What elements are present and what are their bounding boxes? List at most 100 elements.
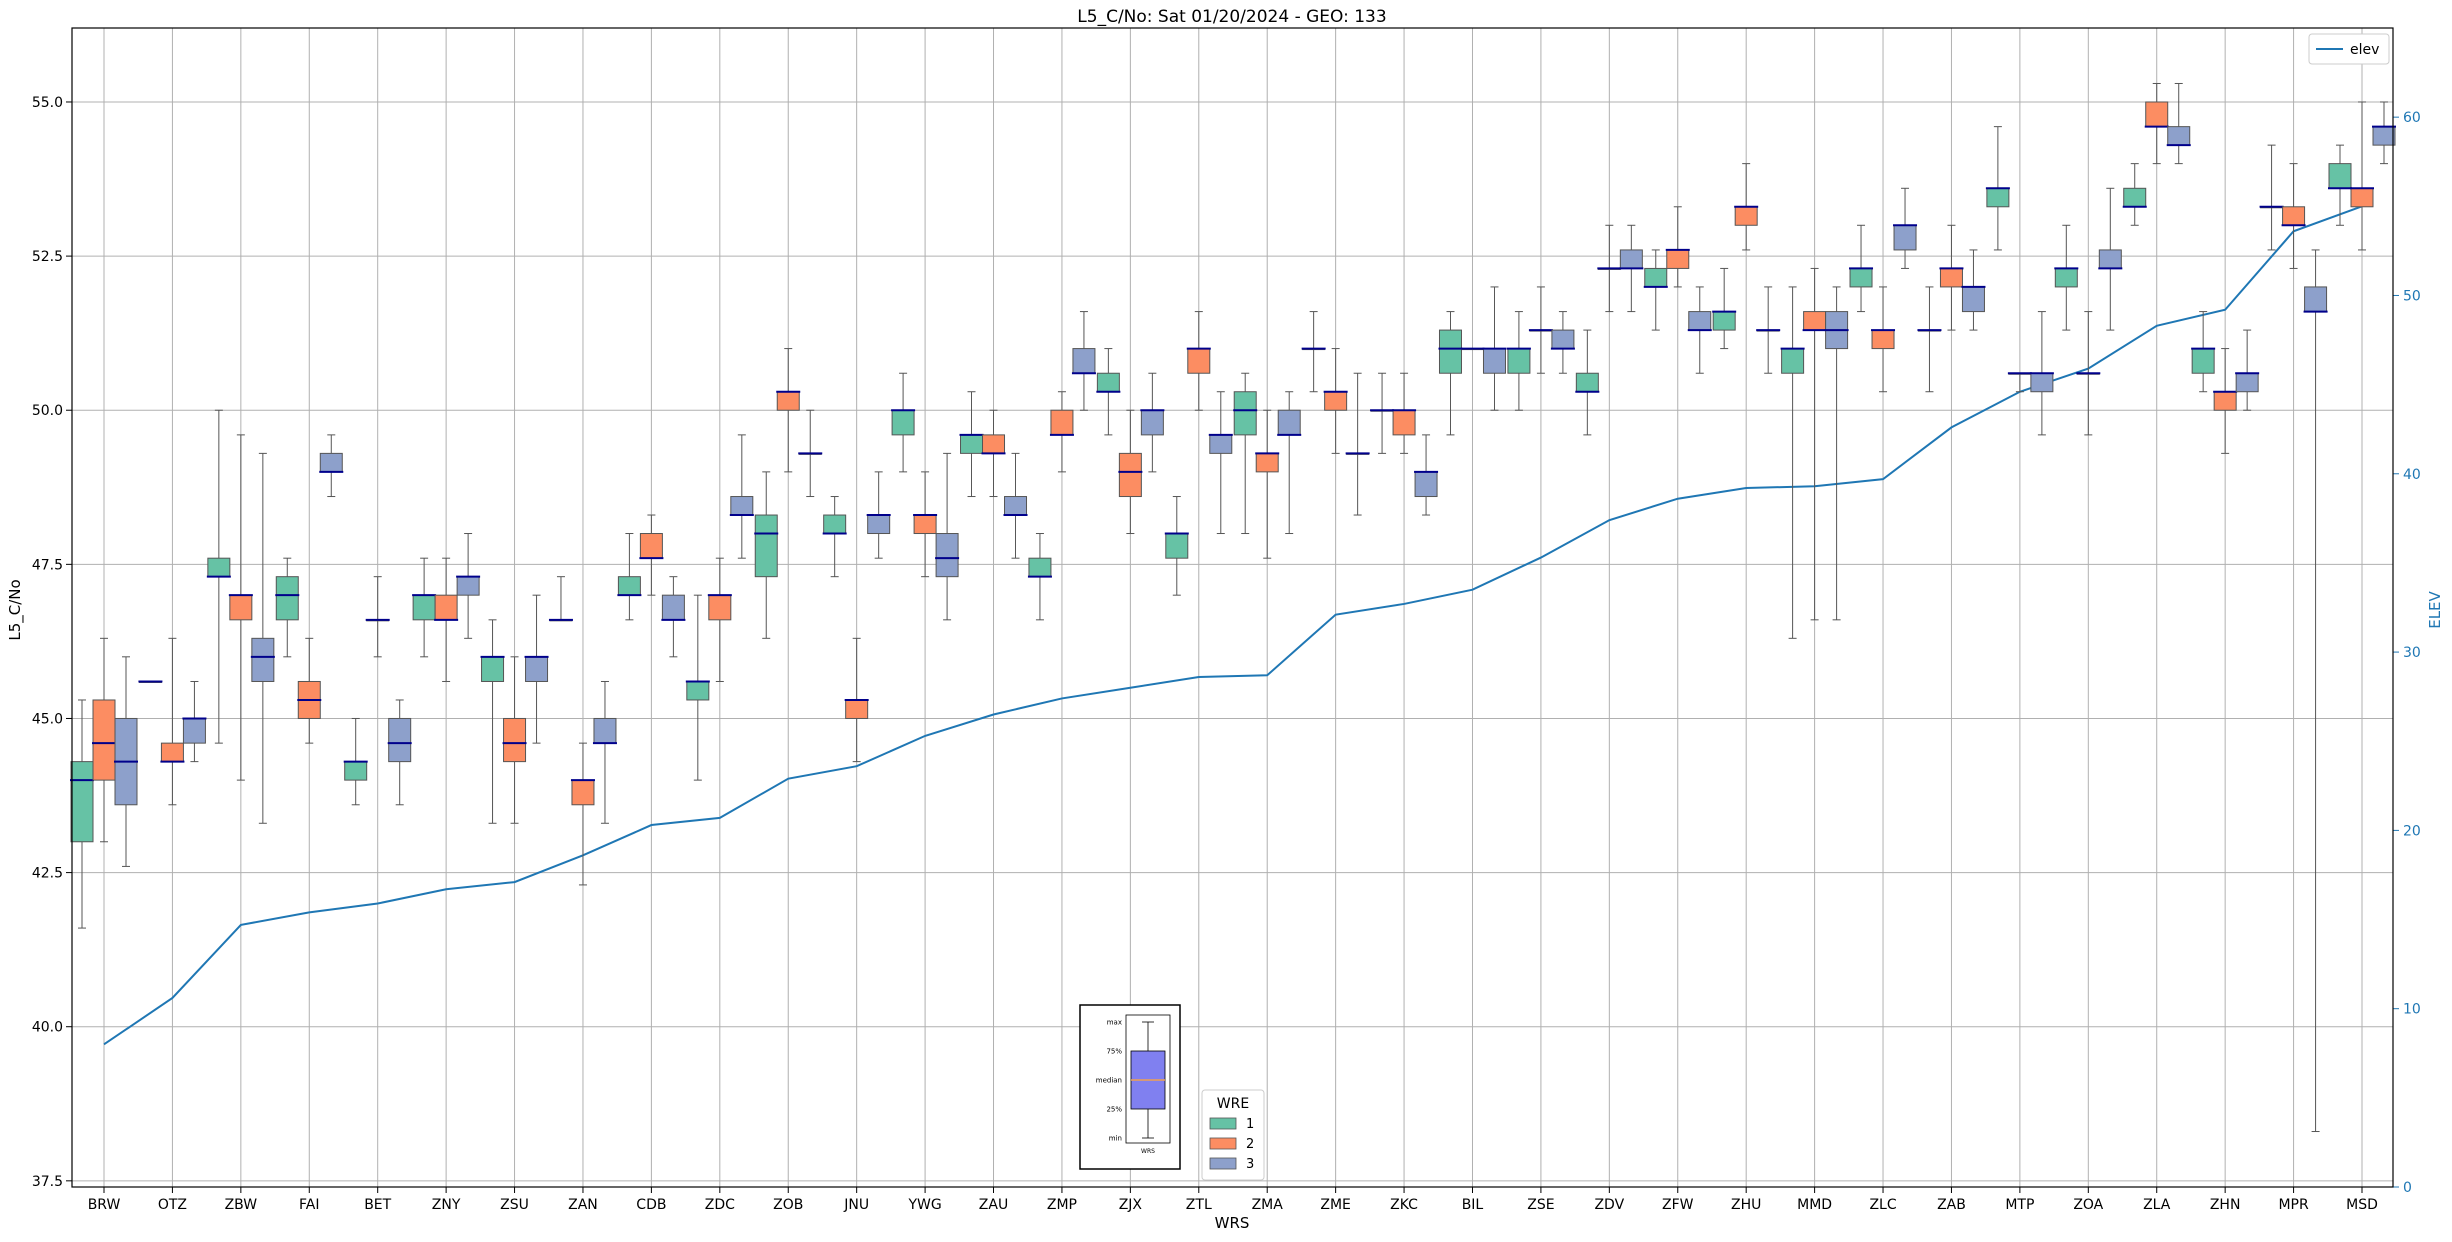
- box-key-inset: max 75% median 25% min WRS: [1079, 1004, 1181, 1170]
- box-iqr: [935, 533, 959, 578]
- box-zfw-wre1: [1643, 249, 1668, 331]
- legend-wre-swatch-1: [1209, 1117, 1237, 1130]
- box-zkc-wre1: [1370, 372, 1395, 454]
- box-iqr: [686, 680, 710, 701]
- legend-wre-swatch-2: [1209, 1137, 1237, 1150]
- box-iqr: [1118, 452, 1142, 498]
- box-iqr: [1438, 329, 1462, 374]
- box-iqr: [1096, 372, 1120, 393]
- box-iqr: [1209, 434, 1233, 454]
- box-zob-wre3: [798, 409, 823, 498]
- box-zob-wre1: [754, 471, 779, 639]
- box-zdc-wre1: [685, 594, 710, 781]
- x-tick-label: ZAB: [1937, 1197, 1966, 1213]
- inset-label: 25%: [1106, 1106, 1122, 1114]
- box-zbw-wre1: [206, 409, 231, 744]
- box-iqr: [70, 761, 94, 843]
- y2-tick-label: 0: [2403, 1180, 2412, 1196]
- legend-wre-label-2: 2: [1246, 1137, 1254, 1152]
- box-zme-wre3: [1345, 372, 1370, 516]
- box-fai-wre3: [319, 434, 344, 498]
- y2-tick-label: 40: [2403, 467, 2421, 483]
- box-iqr: [344, 761, 368, 781]
- box-bil-wre1: [1438, 311, 1463, 436]
- y2-tick-label: 60: [2403, 110, 2421, 126]
- box-iqr: [1165, 533, 1189, 559]
- y2-tick-label: 10: [2403, 1002, 2421, 1018]
- box-zfw-wre3: [1687, 286, 1712, 374]
- box-iqr: [1939, 267, 1963, 288]
- elev-line: [103, 205, 2363, 1046]
- box-zmp-wre2: [1049, 391, 1074, 473]
- box-iqr: [2123, 187, 2147, 208]
- box-brw-wre1: [70, 699, 94, 929]
- x-tick-label: BET: [364, 1197, 391, 1213]
- x-tick-label: ZSU: [500, 1197, 529, 1213]
- inset-xlabel: WRS: [1141, 1148, 1155, 1155]
- box-bil-wre2: [1460, 347, 1485, 351]
- box-mtp-wre2: [2007, 372, 2032, 393]
- y2-tick-label: 20: [2403, 823, 2421, 839]
- box-iqr: [2328, 163, 2352, 189]
- box-iqr: [1781, 348, 1805, 374]
- x-tick-label: ZHU: [1731, 1197, 1761, 1213]
- box-zan-wre1: [548, 576, 573, 622]
- box-bet-wre2: [365, 576, 390, 658]
- box-brw-wre2: [92, 637, 116, 843]
- x-tick-label: ZMA: [1252, 1197, 1284, 1213]
- box-zse-wre3: [1550, 311, 1575, 374]
- box-zlc-wre3: [1893, 187, 1918, 269]
- box-iqr: [2282, 206, 2306, 226]
- box-iqr: [593, 717, 617, 744]
- box-brw-wre3: [114, 656, 138, 867]
- x-tick-label: FAI: [299, 1197, 319, 1213]
- box-iqr: [913, 514, 937, 535]
- box-zab-wre3: [1961, 249, 1986, 331]
- y-tick-label: 52.5: [32, 249, 63, 265]
- box-zan-wre3: [592, 680, 617, 824]
- x-tick-label: ZOB: [773, 1197, 803, 1213]
- y-tick-label: 55.0: [32, 95, 63, 111]
- box-zkc-wre3: [1414, 434, 1439, 516]
- x-tick-label: BIL: [1462, 1197, 1484, 1213]
- box-ztl-wre2: [1186, 311, 1211, 411]
- box-iqr: [229, 594, 253, 621]
- y-tick-label: 47.5: [32, 557, 63, 573]
- x-tick-label: MSD: [2346, 1197, 2378, 1213]
- box-iqr: [1277, 409, 1301, 436]
- box-zma-wre1: [1233, 372, 1258, 535]
- x-tick-label: ZAN: [568, 1197, 598, 1213]
- x-tick-label: OTZ: [158, 1197, 187, 1213]
- x-tick-label: JNU: [843, 1197, 869, 1213]
- box-zhu-wre3: [1756, 286, 1781, 374]
- box-zau-wre3: [1003, 452, 1028, 559]
- box-iqr: [1414, 471, 1438, 498]
- axes: 37.5 40.0 42.5 45.0 47.5 50.0 52.5 55.0 BRW OTZ ZB…: [32, 27, 2421, 1213]
- box-iqr: [275, 576, 299, 621]
- box-iqr: [1712, 311, 1736, 331]
- legend-elev-label: elev: [2350, 42, 2379, 58]
- box-otz-wre1: [138, 680, 163, 683]
- box-iqr: [1028, 557, 1052, 578]
- box-iqr: [1482, 348, 1506, 374]
- box-iqr: [823, 514, 847, 535]
- box-iqr: [319, 452, 343, 473]
- box-iqr: [2098, 249, 2122, 269]
- box-iqr: [1619, 249, 1643, 269]
- box-iqr: [1004, 496, 1028, 516]
- legend-elev-frame: [2308, 33, 2390, 65]
- box-zdc-wre3: [729, 434, 754, 559]
- box-iqr: [481, 656, 505, 682]
- box-zsu-wre3: [524, 594, 549, 744]
- x-tick-label: MPR: [2278, 1197, 2309, 1213]
- box-iqr: [1688, 311, 1712, 331]
- box-mmd-wre2: [1802, 267, 1827, 621]
- box-iqr: [2235, 372, 2259, 393]
- box-iqr: [1849, 267, 1873, 288]
- box-iqr: [754, 514, 778, 578]
- box-mpr-wre1: [2259, 144, 2284, 251]
- box-iqr: [867, 514, 891, 535]
- box-bet-wre1: [343, 717, 368, 806]
- box-zsu-wre1: [480, 619, 505, 824]
- box-iqr: [730, 496, 754, 516]
